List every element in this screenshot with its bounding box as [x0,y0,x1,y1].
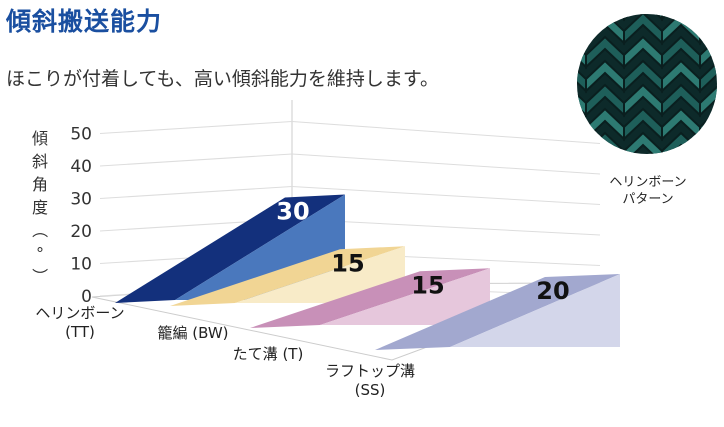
herringbone-chevron [699,35,717,70]
y-axis-label-char: （ [30,222,49,238]
bar-top-face [375,274,620,350]
herringbone-chevron [699,14,717,46]
bar-top-face [250,268,490,328]
y-tick-label: 40 [70,157,92,177]
herringbone-chevron [577,131,587,154]
bar-top-face [170,246,405,306]
bar-3: 20 [375,274,620,350]
y-tick-label: 10 [70,255,92,275]
page-title: 傾斜搬送能力 [6,7,163,36]
y-axis-label-char: 傾 [32,129,48,148]
y-tick-label: 50 [70,125,92,145]
gridline-left [99,153,293,167]
y-tick-label: 20 [70,222,92,242]
bar-value-label: 15 [331,249,364,277]
herringbone-chevron [699,14,717,22]
bar-value-label: 30 [276,198,309,226]
chart-bars: 30 15 15 20 [115,194,620,350]
y-tick-label: 30 [70,190,92,210]
herringbone-chevron [699,83,717,118]
photo-caption: ヘリンボーン パターン [609,175,687,207]
bar-side-face [320,268,490,325]
y-axis-label-char: 斜 [32,152,48,171]
herringbone-pattern-photo [577,14,717,154]
page-subtitle: ほこりが付着しても、高い傾斜能力を維持します。 [6,68,440,90]
y-axis-label-char: 角 [32,175,48,194]
bar-side-face [235,246,405,303]
y-tick-label: 0 [81,287,92,307]
gridline-right [291,186,601,205]
y-axis-label-char: ° [36,244,44,263]
gridline-right [291,153,601,175]
bar-top-face [115,194,345,303]
y-axis-label-char: 度 [32,198,48,217]
herringbone-chevron [577,14,587,22]
herringbone-chevron [699,131,717,154]
herringbone-chevron [585,14,625,22]
category-label-sub: (TT) [65,323,95,341]
gridline-left [99,121,293,134]
category-label: 籠編 (BW) [157,324,228,342]
herringbone-chevron [577,35,587,70]
bar-value-label: 15 [411,271,444,299]
y-axis-label-char: ） [30,268,49,284]
herringbone-chevron [623,131,663,154]
gridline-right [291,121,601,144]
herringbone-chevron [577,14,587,46]
category-label: たて溝 (T) [233,345,304,363]
y-axis-ticks: 0 10 20 30 40 50 [70,125,92,308]
herringbone-chevron [699,59,717,94]
category-label: ラフトップ溝 [325,362,415,380]
bar-1: 15 [170,246,405,306]
bar-side-face [450,274,620,347]
category-labels: ヘリンボーン(TT) 籠編 (BW) たて溝 (T) ラフトップ溝(SS) [35,304,415,399]
bar-2: 15 [250,268,490,328]
bar-value-label: 20 [536,277,569,305]
gridline-left [99,186,293,199]
category-label-sub: (SS) [355,381,386,399]
category-label: ヘリンボーン [35,304,124,322]
